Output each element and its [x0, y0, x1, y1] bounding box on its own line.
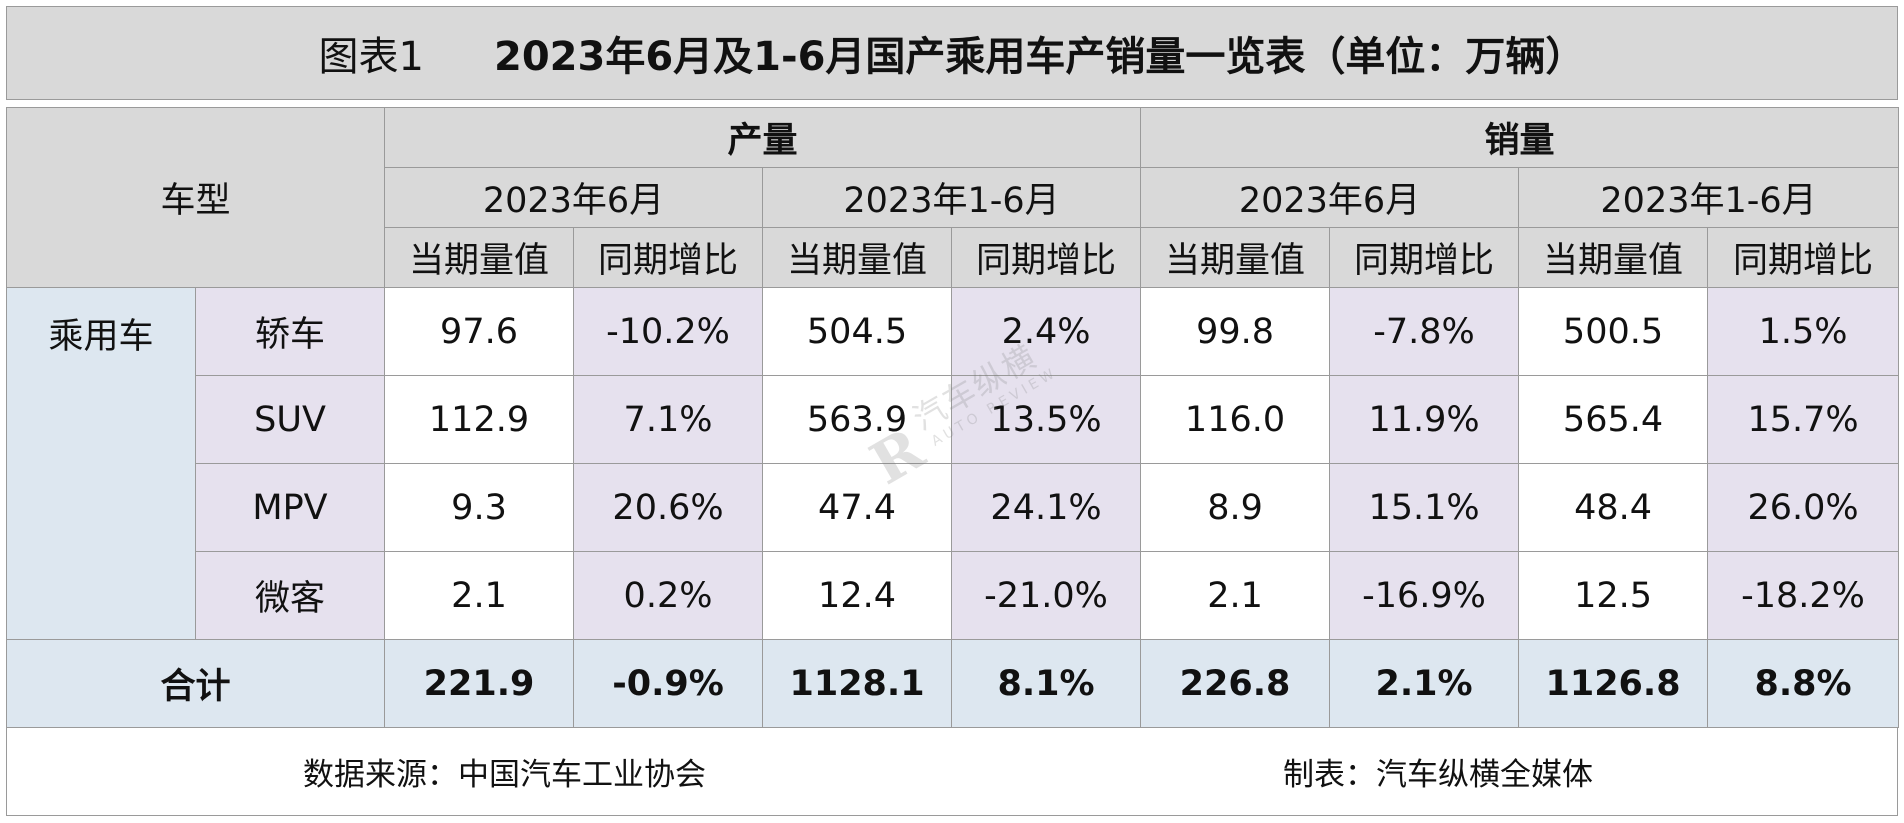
value-cell: 2.1: [384, 551, 575, 640]
value-cell: 565.4: [1518, 375, 1709, 464]
total-pct-cell: 8.1%: [951, 639, 1142, 728]
header-yoy: 同期增比: [573, 227, 764, 288]
value-cell: 47.4: [762, 463, 953, 552]
pct-cell: -10.2%: [573, 287, 764, 376]
value-cell: 97.6: [384, 287, 575, 376]
pct-cell: -7.8%: [1329, 287, 1520, 376]
total-value-cell: 1126.8: [1518, 639, 1709, 728]
table-maker: 制表：汽车纵横全媒体: [1283, 757, 1593, 793]
table-frame: 图表1 2023年6月及1-6月国产乘用车产销量一览表（单位：万辆） 车型 产量…: [5, 6, 1900, 816]
subtype-cell: SUV: [194, 375, 386, 464]
data-source: 数据来源：中国汽车工业协会: [303, 757, 706, 793]
header-vehicle-type: 车型: [5, 107, 386, 288]
category-cell: 乘用车: [6, 287, 196, 640]
header-sale-ytd: 2023年1-6月: [1518, 167, 1900, 228]
total-label: 合计: [5, 639, 386, 728]
table-row: SUV 112.9 7.1% 563.9 13.5% 116.0 11.9% 5…: [7, 375, 1900, 464]
header-sales: 销量: [1140, 107, 1900, 168]
value-cell: 12.5: [1518, 551, 1709, 640]
pct-cell: 11.9%: [1329, 375, 1520, 464]
title-bar: 图表1 2023年6月及1-6月国产乘用车产销量一览表（单位：万辆）: [6, 6, 1898, 100]
table-row: MPV 9.3 20.6% 47.4 24.1% 8.9 15.1% 48.4 …: [7, 463, 1900, 552]
total-value-cell: 226.8: [1140, 639, 1331, 728]
pct-cell: -18.2%: [1707, 551, 1900, 640]
header-current-value: 当期量值: [1518, 227, 1709, 288]
value-cell: 12.4: [762, 551, 953, 640]
table-row: 微客 2.1 0.2% 12.4 -21.0% 2.1 -16.9% 12.5 …: [7, 551, 1900, 640]
pct-cell: 7.1%: [573, 375, 764, 464]
subtype-cell: 微客: [194, 551, 386, 640]
header-prod-month: 2023年6月: [384, 167, 764, 228]
pct-cell: 15.7%: [1707, 375, 1900, 464]
value-cell: 504.5: [762, 287, 953, 376]
figure-label: 图表1: [318, 34, 424, 80]
subtype-cell: MPV: [194, 463, 386, 552]
pct-cell: -16.9%: [1329, 551, 1520, 640]
header-current-value: 当期量值: [1140, 227, 1331, 288]
total-value-cell: 221.9: [384, 639, 575, 728]
value-cell: 8.9: [1140, 463, 1331, 552]
total-pct-cell: 8.8%: [1707, 639, 1900, 728]
header-yoy: 同期增比: [1707, 227, 1900, 288]
pct-cell: 13.5%: [951, 375, 1142, 464]
subtype-cell: 轿车: [194, 287, 386, 376]
pct-cell: 26.0%: [1707, 463, 1900, 552]
value-cell: 99.8: [1140, 287, 1331, 376]
pct-cell: 20.6%: [573, 463, 764, 552]
header-production: 产量: [384, 107, 1142, 168]
value-cell: 9.3: [384, 463, 575, 552]
header-current-value: 当期量值: [384, 227, 575, 288]
value-cell: 2.1: [1140, 551, 1331, 640]
table-row: 乘用车 轿车 97.6 -10.2% 504.5 2.4% 99.8 -7.8%…: [6, 287, 1900, 640]
value-cell: 500.5: [1518, 287, 1709, 376]
header-row-1: 车型 产量 销量: [5, 107, 1900, 288]
header-yoy: 同期增比: [951, 227, 1142, 288]
header-current-value: 当期量值: [762, 227, 953, 288]
value-cell: 116.0: [1140, 375, 1331, 464]
page-title: 2023年6月及1-6月国产乘用车产销量一览表（单位：万辆）: [494, 34, 1586, 80]
footer: 数据来源：中国汽车工业协会 制表：汽车纵横全媒体: [6, 728, 1898, 816]
pct-cell: 1.5%: [1707, 287, 1900, 376]
pct-cell: -21.0%: [951, 551, 1142, 640]
total-value-cell: 1128.1: [762, 639, 953, 728]
pct-cell: 0.2%: [573, 551, 764, 640]
pct-cell: 2.4%: [951, 287, 1142, 376]
header-sale-month: 2023年6月: [1140, 167, 1520, 228]
header-row-3: 当期量值 同期增比 当期量值 同期增比 当期量值 同期增比 当期量值 同期增比: [7, 227, 1900, 288]
value-cell: 563.9: [762, 375, 953, 464]
pct-cell: 24.1%: [951, 463, 1142, 552]
total-pct-cell: -0.9%: [573, 639, 764, 728]
header-prod-ytd: 2023年1-6月: [762, 167, 1142, 228]
value-cell: 112.9: [384, 375, 575, 464]
total-pct-cell: 2.1%: [1329, 639, 1520, 728]
value-cell: 48.4: [1518, 463, 1709, 552]
header-yoy: 同期增比: [1329, 227, 1520, 288]
data-table: 车型 产量 销量 2023年6月 2023年1-6月 2023年6月 2023年…: [5, 107, 1900, 728]
pct-cell: 15.1%: [1329, 463, 1520, 552]
total-row: 合计 221.9 -0.9% 1128.1 8.1% 226.8 2.1% 11…: [5, 639, 1900, 728]
header-row-2: 2023年6月 2023年1-6月 2023年6月 2023年1-6月: [7, 167, 1900, 228]
